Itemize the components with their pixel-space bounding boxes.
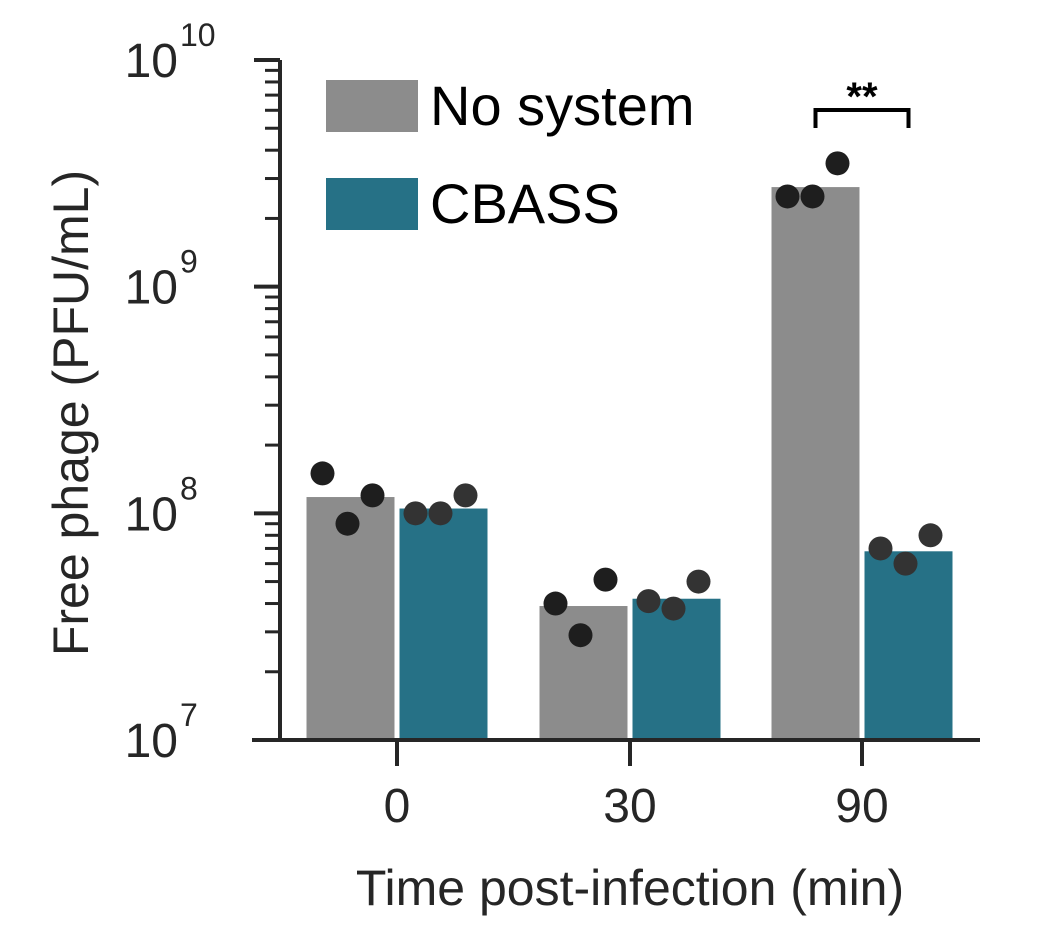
significance-bracket [813,108,911,128]
data-point-cbass-0-2 [428,501,453,526]
data-point-cbass-90-2 [893,551,918,576]
data-point-no-system-90-2 [800,184,825,209]
x-axis-title: Time post-infection (min) [356,860,904,916]
y-tick-label-base: 10 [125,262,178,315]
bar-no-system-0 [306,497,395,740]
legend-label-2: CBASS [430,172,620,235]
data-point-cbass-90-3 [918,523,943,548]
data-point-no-system-30-2 [568,623,593,648]
data-point-no-system-0-2 [335,511,360,536]
legend: No system CBASS [326,74,695,235]
bar-cbass-90 [864,551,953,740]
data-point-no-system-90-3 [825,151,850,176]
x-tick-label-0: 0 [384,780,411,833]
y-tick-label-base: 10 [125,35,178,88]
x-axis: 0 30 90 [252,738,980,833]
bar-cbass-0 [399,508,488,740]
data-point-cbass-30-2 [661,596,686,621]
data-point-cbass-30-1 [636,589,661,614]
y-axis-title: Free phage (PFU/mL) [43,170,99,656]
y-tick-label-exponent: 9 [180,244,198,280]
bars-group [306,187,953,740]
y-tick-label-base: 10 [125,715,178,768]
data-point-no-system-0-1 [310,461,335,486]
data-point-no-system-90-1 [775,184,800,209]
bar-cbass-30 [632,598,721,740]
legend-swatch-1 [326,80,418,132]
x-tick-label-90: 90 [835,780,888,833]
y-tick-label-exponent: 8 [180,470,198,506]
y-tick-label-exponent: 10 [180,17,216,53]
y-tick-label-exponent: 7 [180,697,198,733]
data-point-cbass-90-1 [868,536,893,561]
data-points-group [310,151,943,648]
data-point-no-system-0-3 [360,483,385,508]
data-point-cbass-30-3 [686,569,711,594]
data-point-cbass-0-1 [403,501,428,526]
data-point-cbass-0-3 [453,483,478,508]
legend-label-1: No system [430,74,695,137]
y-tick-label-base: 10 [125,488,178,541]
significance-annotation: ** [813,75,911,128]
bar-no-system-90 [771,187,860,740]
data-point-no-system-30-3 [593,567,618,592]
x-tick-label-30: 30 [603,780,656,833]
significance-label: ** [846,75,878,119]
data-point-no-system-30-1 [543,591,568,616]
legend-swatch-2 [326,178,418,230]
